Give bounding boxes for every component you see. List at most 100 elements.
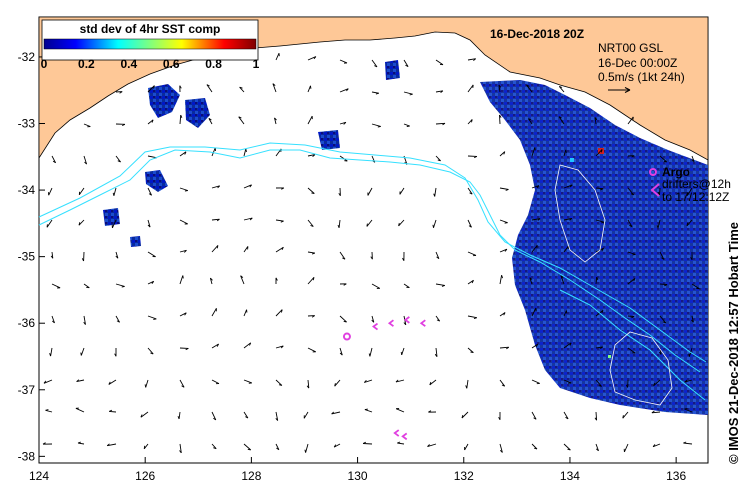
current-arrow-head: [633, 278, 636, 282]
current-arrow-head: [42, 442, 46, 445]
current-arrow: [403, 91, 413, 95]
current-arrow-head: [529, 277, 533, 280]
argo-label: Argo: [662, 165, 690, 179]
current-arrow: [627, 278, 636, 285]
current-arrow-head: [346, 88, 349, 92]
drifters-line1: drifters@12h: [662, 177, 731, 191]
current-arrow: [371, 283, 381, 289]
current-arrow: [563, 342, 572, 349]
current-arrow: [211, 411, 217, 421]
current-arrow: [499, 248, 508, 253]
current-arrow-head: [51, 320, 55, 324]
current-arrow: [531, 307, 537, 317]
current-arrow-head: [181, 385, 185, 388]
current-arrow: [179, 249, 187, 253]
current-arrow-head: [179, 450, 182, 454]
current-arrow-head: [121, 285, 125, 288]
current-arrow-head: [441, 284, 445, 287]
current-arrow: [435, 59, 444, 66]
current-arrow-head: [343, 121, 347, 125]
current-arrow-head: [331, 411, 335, 415]
current-arrow-head: [594, 417, 597, 421]
current-arrow-head: [368, 353, 371, 357]
current-arrow-head: [600, 346, 603, 350]
current-arrow: [563, 245, 569, 253]
current-arrow-head: [276, 447, 280, 451]
current-arrow: [243, 309, 248, 317]
current-arrow: [558, 86, 565, 93]
current-arrow: [364, 379, 373, 383]
current-arrow-head: [658, 351, 662, 355]
current-arrow: [211, 443, 217, 449]
current-arrow: [333, 443, 341, 448]
current-arrow-head: [465, 385, 468, 389]
current-arrow-head: [474, 155, 478, 159]
current-arrow: [179, 187, 188, 191]
current-arrow-head: [280, 309, 283, 313]
current-arrow-head: [436, 256, 440, 260]
current-arrow: [563, 379, 572, 384]
current-arrow: [367, 187, 373, 196]
current-arrow-head: [106, 443, 110, 447]
current-arrow: [275, 219, 284, 222]
current-arrow-head: [683, 441, 687, 444]
current-arrow-head: [239, 86, 243, 89]
current-arrow: [499, 312, 506, 317]
current-arrow: [595, 346, 603, 349]
current-arrow-head: [498, 84, 502, 88]
current-arrow: [211, 343, 219, 349]
current-arrow: [399, 187, 405, 195]
current-arrow-head: [632, 253, 636, 256]
current-arrow-head: [140, 414, 143, 418]
current-arrow: [211, 308, 217, 317]
current-arrow-head: [503, 151, 506, 155]
current-arrow: [338, 219, 341, 228]
current-arrow-head: [183, 249, 187, 253]
current-arrow-head: [501, 275, 504, 279]
current-arrow: [531, 245, 538, 253]
current-arrow: [686, 219, 693, 227]
current-arrow: [651, 411, 661, 414]
current-arrow-head: [52, 160, 56, 164]
current-arrow: [659, 155, 668, 163]
sst-data-layer: [103, 60, 708, 415]
current-arrow-head: [437, 159, 441, 162]
current-arrow: [83, 155, 88, 165]
current-arrow: [77, 442, 85, 445]
current-arrow: [623, 443, 629, 453]
lat-tick-label: -32: [18, 50, 36, 64]
current-arrow-head: [663, 160, 667, 163]
current-arrow: [75, 407, 85, 413]
current-arrow-head: [569, 184, 573, 188]
argo-float-marker[interactable]: [342, 332, 351, 341]
current-arrow: [499, 114, 501, 125]
colorbar-tick-label: 0.6: [163, 57, 180, 71]
current-arrow: [307, 187, 315, 194]
current-arrow-head: [81, 258, 85, 262]
current-arrow-head: [371, 319, 375, 323]
current-arrow-head: [569, 342, 572, 346]
current-arrow: [107, 443, 117, 447]
current-arrow-head: [402, 257, 405, 261]
current-arrow: [499, 346, 509, 349]
current-arrow-head: [684, 379, 688, 383]
current-arrow: [115, 155, 121, 163]
current-arrow: [657, 219, 661, 229]
current-arrow: [275, 246, 284, 253]
legend-scale: 0.5m/s (1kt 24h): [598, 70, 685, 84]
current-arrow: [339, 59, 348, 64]
current-arrow: [243, 443, 251, 451]
current-arrow-head: [629, 224, 633, 228]
current-arrow-head: [504, 248, 508, 252]
current-arrow-head: [274, 117, 277, 121]
current-arrow: [371, 315, 375, 323]
current-arrow-head: [468, 225, 472, 228]
current-arrow: [147, 219, 151, 228]
current-arrow-head: [686, 222, 689, 226]
current-arrow: [691, 315, 694, 323]
current-arrow: [83, 315, 86, 325]
current-arrow: [691, 283, 700, 290]
drifter-tracks[interactable]: [372, 316, 426, 441]
current-arrow-head: [313, 56, 317, 60]
current-arrow: [659, 315, 667, 324]
